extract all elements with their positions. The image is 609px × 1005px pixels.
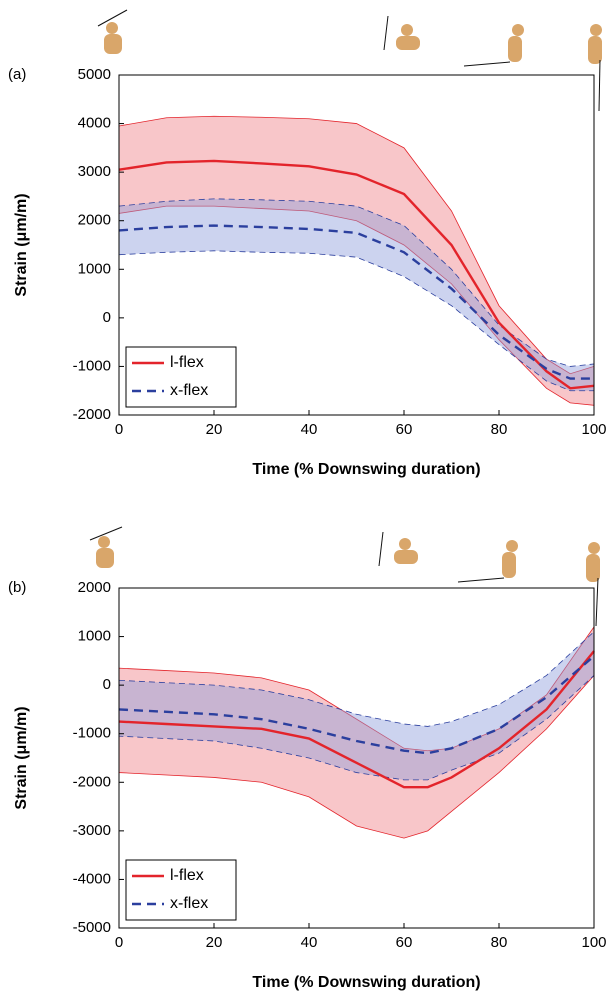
golfer-icon: [588, 24, 602, 112]
x-tick-label: 100: [581, 934, 606, 951]
y-tick-label: 2000: [78, 212, 111, 229]
x-axis-label: Time (% Downswing duration): [252, 461, 480, 478]
y-tick-label: -4000: [73, 870, 111, 887]
y-tick-label: 2000: [78, 579, 111, 596]
y-tick-label: 5000: [78, 66, 111, 83]
legend-label: l-flex: [170, 867, 204, 884]
panel-label: (a): [8, 66, 26, 83]
golfer-icon: [586, 542, 600, 627]
panel-label: (b): [8, 579, 26, 596]
legend-box: [125, 346, 237, 408]
y-tick-label: -2000: [73, 406, 111, 423]
plot-frame: [118, 74, 595, 416]
golfer-icon: [383, 15, 420, 51]
x-tick-label: 60: [396, 421, 413, 438]
golfer-icon: [378, 531, 418, 567]
series-line: [118, 655, 595, 755]
y-tick-label: 0: [103, 309, 111, 326]
series-line: [118, 159, 595, 390]
golfer-icon: [97, 9, 128, 54]
x-tick-label: 20: [206, 934, 223, 951]
legend-box: [125, 859, 237, 921]
golfer-icons: [89, 9, 602, 627]
x-tick-label: 80: [491, 934, 508, 951]
golfer-icon: [463, 24, 524, 67]
series-line: [118, 224, 594, 380]
y-tick-label: -3000: [73, 822, 111, 839]
x-axis-label: Time (% Downswing duration): [252, 974, 480, 991]
y-tick-label: 1000: [78, 628, 111, 645]
golfer-icon: [89, 526, 123, 568]
series-line: [118, 650, 595, 789]
legend-label: l-flex: [170, 354, 204, 371]
x-tick-label: 40: [301, 421, 318, 438]
x-tick-label: 100: [581, 421, 606, 438]
legend-label: x-flex: [170, 895, 208, 912]
y-tick-label: -1000: [73, 357, 111, 374]
x-tick-label: 60: [396, 934, 413, 951]
x-tick-label: 0: [115, 421, 123, 438]
golfer-icon: [457, 540, 518, 583]
y-tick-label: 4000: [78, 115, 111, 132]
y-tick-label: 0: [103, 676, 111, 693]
x-tick-label: 80: [491, 421, 508, 438]
y-axis-label: Strain (μm/m): [13, 706, 30, 809]
y-tick-label: 3000: [78, 163, 111, 180]
x-tick-label: 0: [115, 934, 123, 951]
legend-label: x-flex: [170, 382, 208, 399]
y-tick-label: -1000: [73, 725, 111, 742]
y-tick-label: -5000: [73, 919, 111, 936]
x-tick-label: 40: [301, 934, 318, 951]
y-tick-label: 1000: [78, 260, 111, 277]
x-tick-label: 20: [206, 421, 223, 438]
y-tick-label: -2000: [73, 773, 111, 790]
y-axis-label: Strain (μm/m): [13, 193, 30, 296]
plot-frame: [118, 587, 595, 929]
